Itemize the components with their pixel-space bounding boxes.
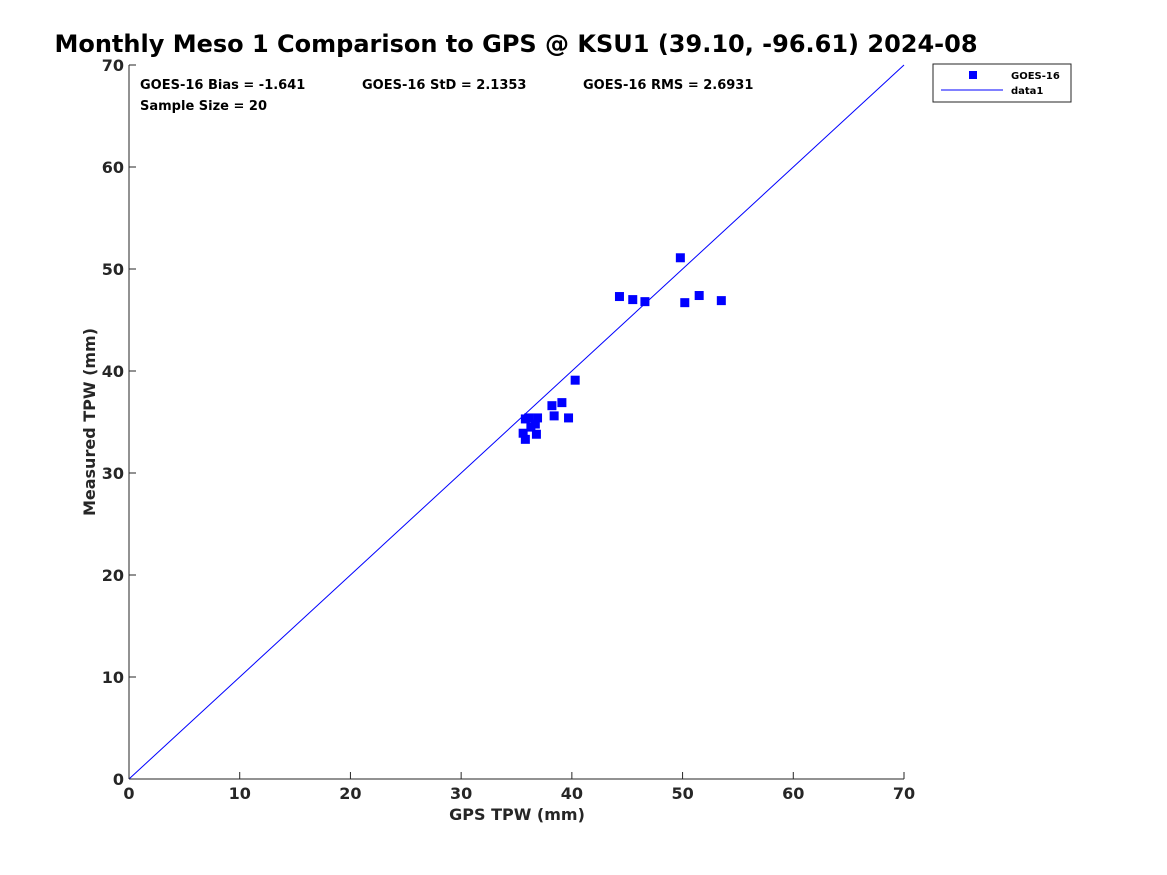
legend-entry-goes16: GOES-16 [1011, 71, 1060, 82]
x-tick-label-40: 40 [561, 784, 583, 803]
data-point-goes-16-1 [518, 428, 528, 438]
x-tick-label-20: 20 [339, 784, 361, 803]
y-tick-label-70: 70 [102, 56, 124, 75]
y-tick-label-50: 50 [102, 260, 124, 279]
legend-box [932, 63, 1072, 103]
data-point-goes-16-7 [531, 429, 541, 439]
data-point-goes-16-18 [680, 298, 690, 308]
y-tick-label-10: 10 [102, 668, 124, 687]
legend-entry-data1: data1 [1011, 86, 1043, 97]
x-tick-label-60: 60 [782, 784, 804, 803]
plot-area: 0 10 20 30 40 50 60 70 0 10 20 30 40 50 60 70 [102, 56, 915, 803]
x-tick-label-70: 70 [893, 784, 915, 803]
data-point-goes-16-12 [564, 413, 574, 423]
data-marks [128, 64, 905, 780]
data-point-goes-16-16 [640, 297, 650, 307]
data-point-goes-16-2 [520, 434, 530, 444]
data-point-goes-16-6 [530, 419, 540, 429]
y-tick-label-30: 30 [102, 464, 124, 483]
data-point-goes-16-20 [716, 296, 726, 306]
legend: GOES-16 data1 [932, 63, 1072, 103]
data-point-goes-16-11 [557, 398, 567, 408]
reference-line-data1 [128, 64, 905, 780]
chart-title: Monthly Meso 1 Comparison to GPS @ KSU1 … [54, 30, 977, 58]
y-tick-label-60: 60 [102, 158, 124, 177]
data-point-goes-16-13 [570, 375, 580, 385]
std-stat: GOES-16 StD = 2.1353 [362, 78, 526, 93]
y-tick-label-0: 0 [113, 770, 124, 789]
legend-marker-square [969, 71, 977, 79]
x-axis-label: GPS TPW (mm) [449, 805, 585, 824]
ticks: 0 10 20 30 40 50 60 70 0 10 20 30 40 50 60 70 [102, 56, 915, 803]
data-point-goes-16-17 [675, 253, 685, 263]
y-tick-label-20: 20 [102, 566, 124, 585]
axes [128, 65, 904, 780]
data-point-goes-16-15 [628, 295, 638, 305]
bias-stat: GOES-16 Bias = -1.641 [140, 78, 305, 93]
y-tick-label-40: 40 [102, 362, 124, 381]
data-point-goes-16-4 [524, 413, 534, 423]
data-point-goes-16-19 [694, 291, 704, 301]
x-tick-label-0: 0 [123, 784, 134, 803]
x-tick-label-10: 10 [229, 784, 251, 803]
x-tick-label-30: 30 [450, 784, 472, 803]
data-point-goes-16-9 [547, 401, 557, 411]
data-point-goes-16-10 [549, 411, 559, 421]
data-point-goes-16-14 [614, 292, 624, 302]
data-point-goes-16-8 [533, 413, 543, 423]
sample-size-stat: Sample Size = 20 [140, 99, 267, 114]
rms-stat: GOES-16 RMS = 2.6931 [583, 78, 753, 93]
x-tick-label-50: 50 [671, 784, 693, 803]
y-axis-label: Measured TPW (mm) [80, 328, 99, 516]
